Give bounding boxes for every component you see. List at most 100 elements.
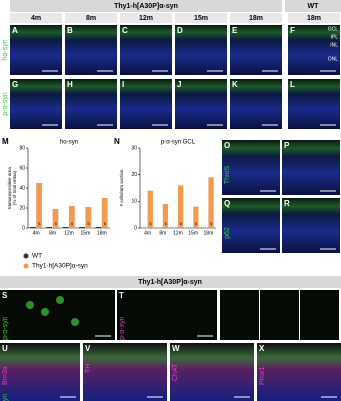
bar	[29, 227, 36, 228]
micrograph	[0, 343, 80, 401]
bar	[62, 227, 69, 228]
panel-letter: S	[2, 291, 8, 300]
panel-letter: X	[259, 344, 265, 353]
micrograph	[288, 25, 340, 75]
y-axis-label: Immunopositive area	[7, 167, 12, 209]
micrograph	[65, 25, 117, 75]
column-bar	[230, 13, 282, 23]
legend-label: Thy1-h[A30P]α-syn	[32, 263, 88, 270]
column-label: 18m	[307, 15, 321, 22]
header-bar	[285, 0, 341, 12]
panel-letter: M	[2, 137, 9, 146]
column-bar	[175, 13, 227, 23]
y-tick-label: 40	[19, 185, 25, 191]
n-label: 6	[195, 221, 198, 226]
stain-label: Prox1	[259, 367, 266, 385]
stain-label: hα-syn	[2, 394, 9, 401]
panel-letter: D	[177, 26, 183, 35]
legend-marker	[23, 253, 29, 259]
panel-letter: H	[67, 80, 73, 89]
panel-letter: W	[172, 344, 180, 353]
cell	[56, 296, 64, 304]
header-title: Thy1-h[A30P]α-syn	[114, 3, 178, 10]
x-tick-label: 12m	[64, 230, 74, 236]
y-tick-label: 60	[19, 165, 25, 171]
micrograph	[175, 25, 227, 75]
micrograph	[288, 79, 340, 129]
stain-label: p-α-syn	[119, 316, 126, 340]
row-label: p-α-syn	[2, 92, 9, 116]
micrograph-inset	[300, 290, 339, 340]
layer-label: INL	[330, 42, 338, 48]
micrograph-inset	[260, 290, 299, 340]
n-label: 5	[210, 221, 213, 226]
panel-letter: J	[177, 80, 181, 89]
column-bar	[65, 13, 117, 23]
panel-letter: K	[232, 80, 238, 89]
row-label: p62	[224, 227, 231, 239]
y-tick-label: 10	[131, 199, 137, 205]
panel-letter: R	[284, 199, 290, 208]
y-tick-label: 20	[131, 172, 137, 178]
n-label: 6	[149, 221, 152, 226]
column-label: 15m	[194, 15, 208, 22]
micrograph	[120, 79, 172, 129]
micrograph	[230, 25, 282, 75]
y-tick-label: 20	[19, 205, 25, 211]
micrograph	[175, 79, 227, 129]
micrograph	[10, 79, 62, 129]
micrograph	[117, 290, 217, 340]
column-bar	[288, 13, 340, 23]
header-title: WT	[308, 3, 320, 10]
cell	[71, 318, 79, 326]
panel-letter: N	[114, 137, 120, 146]
micrograph	[10, 25, 62, 75]
bar	[162, 204, 169, 228]
bar	[193, 206, 199, 228]
micrograph	[257, 343, 341, 401]
micrograph	[282, 140, 340, 195]
cell	[26, 301, 34, 309]
row-label: hα-syn	[2, 39, 9, 60]
n-label: 5	[87, 221, 90, 226]
row-label: ThioS	[224, 166, 231, 185]
n-label: 5	[55, 221, 58, 226]
micrograph	[230, 79, 282, 129]
x-tick-label: 12m	[173, 230, 183, 236]
micrograph-inset	[220, 290, 259, 340]
bar	[79, 227, 85, 228]
bar	[69, 206, 75, 228]
y-tick-label: 80	[19, 145, 25, 151]
panel-letter: P	[284, 141, 290, 150]
column-bar	[10, 13, 62, 23]
x-tick-label: 4m	[33, 230, 40, 236]
micrograph	[83, 343, 167, 401]
panel-letter: O	[224, 141, 230, 150]
layer-label: ONL	[328, 56, 339, 62]
micrograph	[282, 198, 340, 253]
x-tick-label: 8m	[49, 230, 56, 236]
header-bar	[0, 276, 341, 288]
y-axis-label: (% of total retina)	[12, 170, 17, 205]
bar	[36, 183, 42, 228]
panel-letter: L	[290, 80, 295, 89]
n-label: 6	[38, 221, 41, 226]
panel-letter: I	[122, 80, 124, 89]
stain-label: TH	[85, 364, 92, 373]
panel-letter: A	[12, 26, 18, 35]
bar	[46, 227, 53, 228]
header-bar	[10, 0, 282, 12]
x-tick-label: 15m	[81, 230, 91, 236]
column-label: 12m	[139, 15, 153, 22]
micrograph	[120, 25, 172, 75]
bar	[85, 207, 92, 228]
column-label: 4m	[31, 15, 41, 22]
n-label: 6	[165, 221, 168, 226]
panel-letter: T	[119, 291, 124, 300]
column-label: 18m	[249, 15, 263, 22]
bar	[208, 177, 214, 228]
legend-label: WT	[32, 253, 42, 260]
y-tick-label: 0	[134, 225, 137, 231]
layer-label: GCL	[328, 26, 339, 32]
header-title: Thy1-h[A30P]α-syn	[138, 279, 202, 286]
